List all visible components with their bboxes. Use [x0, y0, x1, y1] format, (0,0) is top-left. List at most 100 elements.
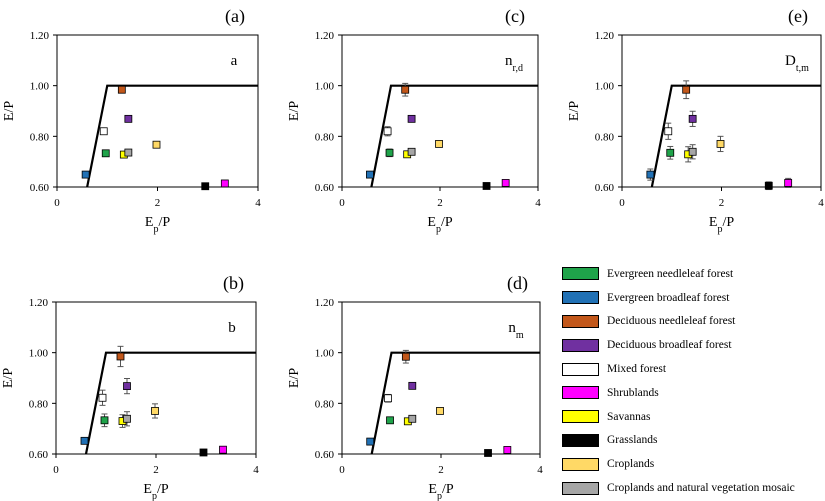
legend-item: Deciduous broadleaf forest — [562, 333, 822, 357]
point-marker — [664, 127, 673, 136]
legend-item: Mixed forest — [562, 357, 822, 381]
y-axis-label: E/P — [1, 368, 16, 388]
panel-label: (c) — [505, 6, 525, 27]
point-marker — [716, 140, 725, 148]
panel-label: (e) — [788, 6, 808, 27]
x-axis-label: Ep/P — [428, 482, 453, 501]
data-point — [666, 145, 675, 160]
data-point — [401, 82, 410, 97]
legend-item: Croplands — [562, 452, 822, 476]
x-tick-label: 0 — [54, 197, 60, 209]
point-marker — [682, 85, 691, 94]
data-point — [386, 416, 394, 425]
point-marker — [100, 416, 109, 425]
data-point — [503, 446, 512, 454]
y-tick-label: 0.60 — [315, 182, 335, 194]
x-tick-label: 2 — [153, 464, 159, 476]
panel-c: 0.60 0.80 1.00 1.20 0 2 4 Ep/P E/P (c) nr,d — [287, 6, 541, 235]
legend-swatch — [562, 386, 599, 400]
point-marker — [152, 140, 161, 149]
legend-label: Evergreen broadleaf forest — [607, 291, 730, 304]
data-point — [100, 413, 109, 428]
panel-label: (d) — [507, 273, 528, 294]
y-tick-label: 1.00 — [29, 348, 49, 360]
point-marker — [646, 170, 655, 179]
data-point — [117, 85, 126, 94]
legend-item: Deciduous needleleaf forest — [562, 310, 822, 334]
legend-swatch — [562, 433, 599, 447]
panel-label: (a) — [225, 6, 245, 27]
data-point — [482, 182, 491, 190]
data-point — [784, 177, 793, 189]
panel-a: 0.60 0.80 1.00 1.20 0 2 4 Ep/P E/P (a) a — [2, 6, 261, 235]
inner-parameter-label: nr,d — [505, 53, 523, 74]
point-marker — [220, 179, 229, 188]
x-tick-label: 0 — [619, 197, 625, 209]
point-marker — [124, 114, 133, 123]
data-point — [385, 148, 394, 158]
y-tick-label: 1.00 — [315, 348, 335, 360]
data-point — [81, 170, 90, 179]
legend-label: Shrublands — [607, 386, 659, 399]
legend-label: Deciduous broadleaf forest — [607, 339, 732, 352]
point-marker — [401, 352, 410, 361]
point-marker — [199, 448, 208, 457]
point-marker — [666, 148, 675, 157]
data-point — [99, 127, 108, 136]
data-point — [435, 140, 443, 148]
data-point — [366, 437, 375, 446]
energy-water-limit-line — [84, 351, 256, 455]
x-axis-label: Ep/P — [143, 482, 168, 501]
y-tick-label: 1.00 — [595, 81, 615, 93]
data-point — [366, 170, 374, 179]
legend-swatch — [562, 291, 599, 305]
y-tick-label: 0.80 — [315, 131, 335, 143]
data-point — [764, 181, 773, 191]
legend-item: Evergreen broadleaf forest — [562, 286, 822, 310]
legend-swatch — [562, 314, 599, 328]
x-tick-label: 2 — [437, 197, 443, 209]
point-marker — [688, 147, 697, 156]
legend-label: Savannas — [607, 410, 651, 423]
data-point — [501, 179, 510, 187]
point-marker — [219, 445, 227, 454]
plot-area — [56, 34, 259, 188]
y-tick-label: 1.20 — [315, 30, 335, 42]
legend-item: Croplands and natural vegetation mosaic — [562, 476, 822, 500]
y-tick-label: 0.60 — [595, 182, 615, 194]
data-point — [116, 345, 125, 368]
energy-water-limit-line — [370, 84, 538, 188]
inner-parameter-label: Dt,m — [785, 53, 809, 74]
data-point — [664, 122, 673, 140]
legend-label: Croplands — [607, 458, 655, 471]
data-point — [407, 114, 416, 123]
data-point — [151, 403, 159, 419]
x-tick-label: 4 — [255, 197, 261, 209]
data-point — [124, 148, 133, 157]
x-tick-label: 0 — [339, 464, 345, 476]
point-marker — [80, 436, 89, 445]
y-axis-label: E/P — [287, 101, 302, 121]
data-point — [408, 414, 417, 423]
legend: Evergreen needleleaf forest Evergreen bro… — [562, 262, 822, 500]
point-marker — [123, 382, 131, 391]
y-tick-label: 0.60 — [30, 182, 50, 194]
legend-swatch — [562, 481, 599, 495]
data-point — [219, 445, 227, 454]
data-point — [688, 144, 697, 160]
x-tick-label: 0 — [53, 464, 59, 476]
data-point — [646, 168, 655, 181]
y-tick-label: 1.20 — [315, 297, 335, 309]
data-point — [484, 449, 492, 457]
point-marker — [116, 352, 125, 361]
data-point — [124, 114, 133, 123]
point-marker — [117, 85, 126, 94]
legend-label: Grasslands — [607, 434, 658, 447]
point-marker — [501, 179, 510, 187]
point-marker — [688, 114, 697, 123]
legend-swatch — [562, 457, 599, 471]
data-point — [407, 147, 416, 156]
y-tick-label: 1.00 — [30, 81, 50, 93]
data-point — [152, 140, 161, 149]
